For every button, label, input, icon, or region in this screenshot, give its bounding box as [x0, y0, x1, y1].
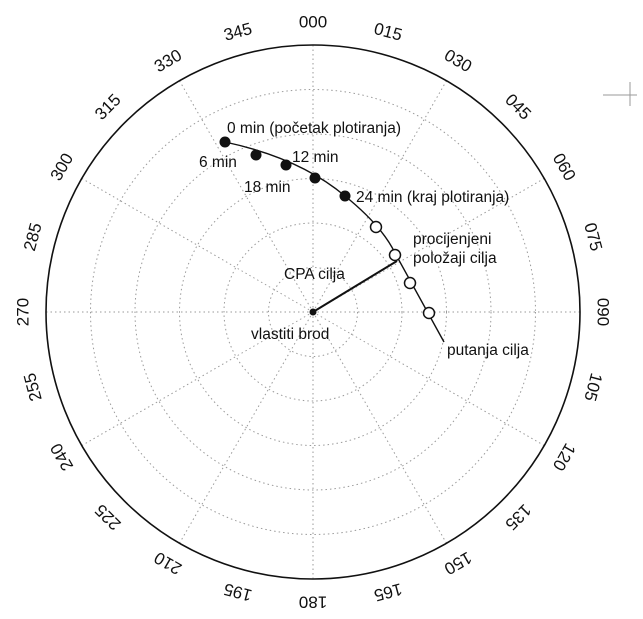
plotted-position-0min [219, 136, 231, 148]
bearing-label-300: 300 [47, 150, 78, 184]
label-estimated-2: položaji cilja [413, 250, 497, 267]
estimated-position-3 [403, 276, 417, 290]
label-estimated-1: procijenjeni [413, 231, 491, 248]
bearing-label-240: 240 [47, 440, 78, 474]
bearing-label-060: 060 [549, 150, 580, 184]
label-end: 24 min (kraj plotiranja) [356, 189, 509, 206]
label-start: 0 min (početak plotiranja) [227, 120, 401, 137]
outer-ring [45, 44, 581, 580]
bearing-label-090: 090 [594, 298, 613, 326]
plotted-position-12min [280, 159, 292, 171]
label-cpa: CPA cilja [284, 266, 345, 283]
cpa-line [312, 260, 398, 313]
estimated-position-2 [388, 248, 402, 262]
range-ring [90, 89, 536, 535]
bearing-label-120: 120 [549, 440, 580, 474]
label-own-ship: vlastiti brod [251, 326, 329, 343]
bearing-label-150: 150 [441, 548, 475, 579]
bearing-label-105: 105 [580, 371, 606, 403]
range-ring [134, 133, 492, 491]
range-rings [90, 89, 536, 535]
bearing-label-225: 225 [91, 500, 124, 533]
bearing-label-030: 030 [441, 46, 475, 77]
bearing-label-255: 255 [20, 371, 46, 403]
label-target-track: putanja cilja [447, 342, 529, 359]
bearing-label-075: 075 [580, 221, 606, 253]
bearing-label-045: 045 [501, 90, 534, 123]
bearing-spoke [81, 178, 314, 313]
plotted-position-6min [250, 149, 262, 161]
bearing-label-345: 345 [222, 19, 254, 45]
bearing-label-210: 210 [151, 548, 185, 579]
bearing-label-285: 285 [20, 221, 46, 253]
bearing-label-270: 270 [14, 298, 33, 326]
label-18min: 18 min [244, 179, 291, 196]
plotted-position-18min [309, 172, 321, 184]
registration-mark [603, 82, 637, 106]
bearing-label-180: 180 [299, 593, 327, 612]
label-12min: 12 min [292, 149, 339, 166]
bearing-label-000: 000 [299, 13, 327, 32]
plotted-position-24min [339, 190, 351, 202]
label-6min: 6 min [199, 154, 237, 171]
bearing-label-195: 195 [222, 579, 254, 605]
bearing-label-165: 165 [372, 579, 404, 605]
estimated-position-4 [422, 306, 436, 320]
estimated-position-1 [369, 220, 383, 234]
bearing-label-135: 135 [501, 500, 534, 533]
bearing-spoke [312, 311, 545, 446]
range-ring [179, 178, 447, 446]
bearing-label-315: 315 [91, 90, 124, 123]
range-ring [223, 222, 403, 402]
bearing-label-330: 330 [151, 46, 185, 77]
bearing-label-015: 015 [372, 19, 404, 45]
own-ship-marker [309, 308, 317, 316]
range-ring [268, 267, 358, 357]
